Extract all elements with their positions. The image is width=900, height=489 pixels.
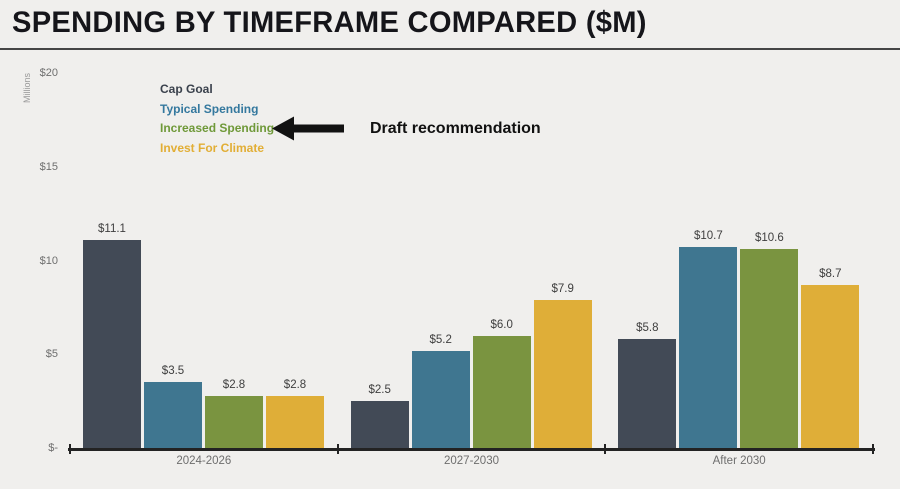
y-axis-tick-label: $10 [39, 254, 58, 267]
bar-After 2030-Invest For Climate [801, 284, 860, 448]
bar-value-label: $7.9 [551, 282, 574, 295]
bar-value-label: $10.7 [693, 230, 723, 243]
bar-After 2030-Typical Spending [679, 247, 738, 448]
bar-value-label: $11.1 [98, 222, 126, 235]
bar-2027-2030-Typical Spending [411, 350, 470, 448]
y-axis-tick-label: $- [48, 442, 58, 454]
legend-item-1: Typical Spending [160, 101, 259, 116]
arrow-left-shape [272, 116, 344, 141]
bar-value-label: $6.0 [490, 318, 513, 331]
x-axis-tick [604, 444, 607, 454]
x-axis-tick [336, 444, 339, 454]
legend-item-0: Cap Goal [160, 82, 213, 96]
y-axis-tick-label: $5 [45, 348, 58, 361]
bar-2024-2026-Cap Goal [83, 239, 141, 448]
bar-After 2030-Increased Spending [740, 249, 799, 448]
bar-value-label: $5.8 [636, 322, 659, 335]
bar-value-label: $10.6 [754, 232, 784, 245]
bar-value-label: $2.8 [222, 378, 246, 391]
x-axis-line [68, 448, 875, 451]
legend-item-3: Invest For Climate [160, 140, 265, 155]
bar-value-label: $3.5 [161, 365, 185, 378]
y-axis-tick-label: $15 [39, 160, 58, 173]
legend-item-2: Increased Spending [160, 121, 275, 135]
x-axis-category-label: 2024-2026 [176, 455, 232, 467]
bar-2024-2026-Invest For Climate [266, 395, 324, 448]
bar-value-label: $2.5 [368, 384, 391, 397]
bar-2027-2030-Cap Goal [350, 401, 409, 448]
bar-value-label: $8.7 [819, 267, 842, 280]
y-axis-tick-label: $20 [39, 67, 58, 79]
x-axis-tick [872, 444, 874, 454]
page-title: SPENDING BY TIMEFRAME COMPARED ($M) [12, 6, 647, 39]
x-axis-category-label: After 2030 [712, 455, 766, 467]
chart-legend: Cap Goal Typical Spending Increased Spendi… [160, 80, 274, 158]
bar-After 2030-Cap Goal [618, 339, 677, 448]
title-divider [0, 48, 900, 50]
bar-value-label: $2.8 [283, 378, 307, 391]
annotation-label: Draft recommendation [370, 120, 541, 137]
x-axis-category-label: 2027-2030 [444, 455, 499, 467]
bar-2027-2030-Increased Spending [472, 335, 531, 448]
bar-value-label: $5.2 [429, 333, 452, 346]
bar-2027-2030-Invest For Climate [533, 299, 592, 448]
bar-2024-2026-Typical Spending [144, 382, 202, 448]
x-axis-tick [69, 444, 71, 454]
bar-2024-2026-Increased Spending [205, 395, 263, 448]
arrow-left-icon [272, 115, 344, 142]
